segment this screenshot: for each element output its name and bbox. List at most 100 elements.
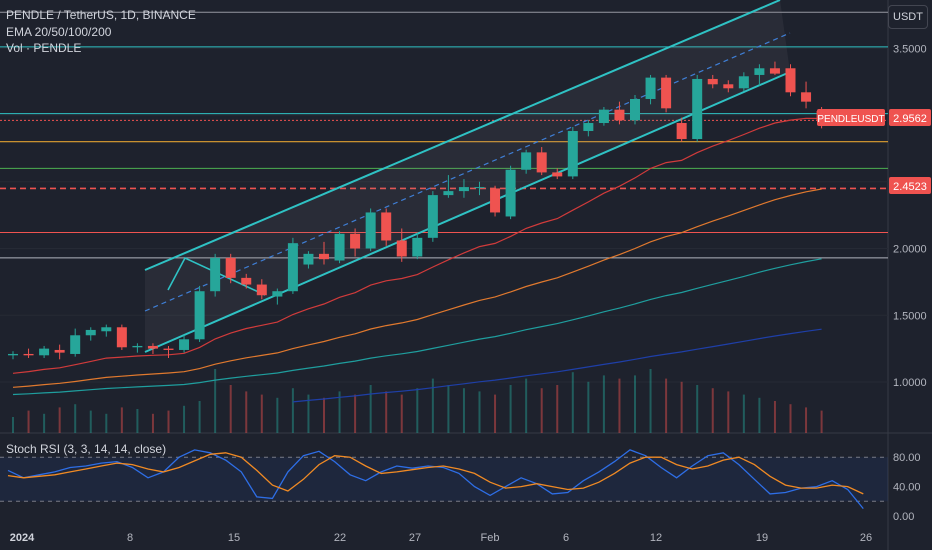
volume-bar — [711, 388, 714, 433]
volume-bar — [89, 410, 92, 433]
rsi-tick-label: 40.00 — [893, 482, 921, 494]
candle-body — [474, 187, 485, 189]
volume-legend[interactable]: Vol · PENDLE — [6, 41, 82, 55]
candle-body — [303, 253, 314, 265]
candle-body — [85, 329, 96, 336]
volume-bar — [494, 394, 497, 433]
candle-body — [396, 240, 407, 257]
candle-body — [552, 172, 563, 177]
candlesticks — [8, 61, 827, 360]
price-panel-bg — [0, 0, 888, 433]
volume-bar — [74, 404, 77, 433]
candle-body — [132, 345, 143, 348]
price-tick-label: 2.0000 — [893, 244, 927, 256]
volume-bar — [742, 394, 745, 433]
volume-bar — [820, 410, 823, 433]
ema-legend[interactable]: EMA 20/50/100/200 — [6, 25, 112, 39]
candle-body — [443, 191, 454, 196]
volume-bar — [447, 385, 450, 433]
candle-body — [754, 68, 765, 75]
volume-bar — [462, 388, 465, 433]
horizontal-levels — [0, 11, 888, 259]
candle-body — [272, 291, 283, 297]
volume-bar — [556, 385, 559, 433]
volume-bar — [307, 394, 310, 433]
volume-bar — [727, 391, 730, 433]
candle-body — [54, 349, 65, 353]
price-tick-label: 1.0000 — [893, 377, 927, 389]
volume-bar — [385, 391, 388, 433]
channel-upper-line — [144, 0, 781, 271]
volume-bar — [540, 388, 543, 433]
flag-pattern — [167, 256, 266, 296]
volume-bar — [183, 405, 186, 433]
volume-bar — [758, 397, 761, 433]
volume-bar — [120, 407, 123, 433]
rsi-band-fill — [0, 457, 888, 502]
x-tick-label: 8 — [127, 532, 133, 544]
ema-line — [12, 117, 822, 374]
volume-bar — [478, 391, 481, 433]
price-tag-value: 2.4523 — [893, 181, 927, 193]
x-tick-label: 12 — [650, 532, 662, 544]
candle-body — [319, 253, 329, 260]
candle-body — [39, 348, 50, 356]
candle-body — [505, 169, 516, 217]
volume-bar — [291, 388, 294, 433]
x-tick-label: Feb — [481, 532, 500, 544]
volume-bar — [571, 372, 574, 433]
volume-bar — [198, 401, 201, 433]
stoch-rsi-panel — [0, 449, 888, 510]
ema-line — [292, 328, 822, 403]
x-tick-label: 2024 — [10, 532, 35, 544]
volume-bar — [602, 375, 605, 433]
price-tick-label: 1.5000 — [893, 310, 927, 322]
candle-body — [350, 233, 361, 249]
volume-bar — [789, 404, 792, 433]
symbol-title[interactable]: PENDLE / TetherUS, 1D, BINANCE — [6, 8, 196, 22]
candle-body — [179, 339, 190, 350]
channel-midline — [144, 32, 791, 312]
candle-body — [458, 187, 469, 192]
volume-bar — [587, 381, 590, 433]
stoch-rsi-legend[interactable]: Stoch RSI (3, 3, 14, 14, close) — [6, 442, 167, 456]
candle-body — [163, 348, 174, 350]
candle-body — [101, 327, 112, 332]
price-tag — [889, 177, 931, 194]
candle-body — [630, 98, 640, 121]
candle-body — [194, 291, 205, 340]
candle-body — [598, 109, 609, 124]
candle-body — [334, 233, 345, 261]
candle-body — [661, 77, 672, 109]
volume-bar — [276, 397, 279, 433]
ema-line — [12, 258, 822, 396]
volume-bar — [665, 378, 668, 433]
ema-line — [12, 188, 822, 388]
candle-body — [381, 212, 392, 241]
volume-bar — [416, 388, 419, 433]
candle-body — [8, 353, 18, 356]
candle-body — [116, 327, 127, 348]
volume-bar — [214, 369, 217, 433]
volume-bars — [12, 369, 823, 433]
volume-bar — [400, 394, 403, 433]
x-tick-label: 22 — [334, 532, 346, 544]
candle-body — [70, 335, 81, 354]
x-tick-label: 19 — [756, 532, 768, 544]
rsi-tick-label: 0.00 — [893, 511, 914, 523]
x-tick-label: 6 — [563, 532, 569, 544]
volume-bar — [680, 381, 683, 433]
volume-bar — [260, 394, 263, 433]
x-tick-label: 26 — [860, 532, 872, 544]
symbol-tag — [817, 109, 885, 126]
volume-bar — [229, 385, 232, 433]
currency-button[interactable]: USDT — [888, 5, 928, 29]
volume-bar — [151, 413, 154, 433]
volume-bar — [105, 413, 108, 433]
candle-body — [225, 257, 236, 278]
candle-body — [287, 243, 298, 292]
volume-bar — [509, 385, 512, 433]
volume-bar — [773, 401, 776, 433]
candle-body — [567, 131, 578, 177]
